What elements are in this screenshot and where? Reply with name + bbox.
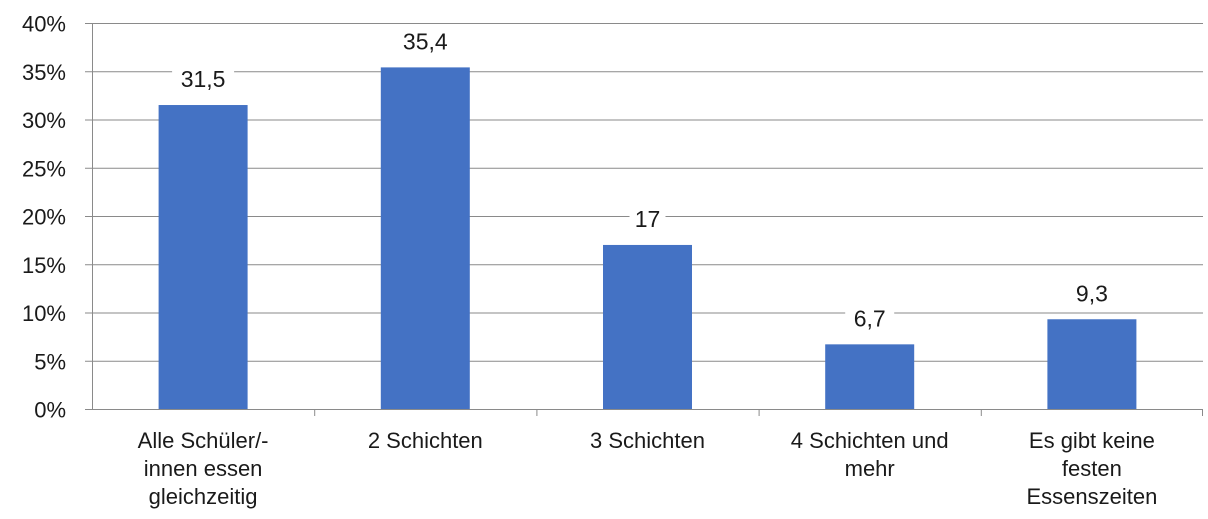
x-category-label-line: Essenszeiten	[1026, 484, 1157, 509]
y-tick-label: 35%	[22, 60, 66, 85]
axes	[85, 23, 1203, 416]
x-category-label-line: mehr	[845, 456, 895, 481]
y-tick-label: 40%	[22, 12, 66, 37]
data-labels: 31,5 35,4 17 6,7 9,3	[172, 27, 1117, 333]
x-category-label: 4 Schichten und mehr	[791, 428, 949, 481]
x-category-label: Es gibt keine festen Essenszeiten	[1026, 428, 1157, 509]
x-category-label: 2 Schichten	[368, 428, 483, 453]
x-category-label-line: 3 Schichten	[590, 428, 705, 453]
y-tick-label: 15%	[22, 253, 66, 278]
y-tick-label: 30%	[22, 108, 66, 133]
data-label-background	[629, 204, 666, 233]
bar	[603, 244, 692, 409]
y-tick-label: 0%	[34, 398, 66, 423]
x-category-label-line: Es gibt keine	[1029, 428, 1155, 453]
bar	[825, 344, 915, 409]
y-tick-label: 10%	[22, 301, 66, 326]
bar	[1047, 319, 1137, 409]
bar	[158, 105, 248, 410]
x-category-label: 3 Schichten	[590, 428, 705, 453]
data-label-background	[172, 65, 235, 94]
bar	[380, 67, 470, 409]
data-label: 6,7	[854, 305, 886, 331]
x-axis-category-labels: Alle Schüler/- innen essen gleichzeitig 2 S…	[138, 428, 1158, 509]
x-category-label-line: Alle Schüler/-	[138, 428, 269, 453]
bars	[158, 67, 1137, 410]
x-category-label-line: 2 Schichten	[368, 428, 483, 453]
data-label: 31,5	[181, 66, 226, 92]
data-label: 17	[635, 206, 661, 232]
x-category-label-line: festen	[1062, 456, 1122, 481]
y-tick-label: 20%	[22, 205, 66, 230]
data-label-background	[845, 304, 895, 333]
x-category-label: Alle Schüler/- innen essen gleichzeitig	[138, 428, 269, 509]
y-axis-tick-labels: 0% 5% 10% 15% 20% 25% 30% 35% 40%	[22, 12, 66, 423]
data-label-background	[1067, 279, 1117, 308]
y-tick-label: 5%	[34, 349, 66, 374]
x-category-label-line: 4 Schichten und	[791, 428, 949, 453]
x-category-label-line: gleichzeitig	[149, 484, 258, 509]
x-category-label-line: innen essen	[144, 456, 263, 481]
data-label: 9,3	[1076, 280, 1108, 306]
data-label-background	[394, 27, 457, 56]
y-tick-label: 25%	[22, 156, 66, 181]
data-label: 35,4	[403, 28, 448, 54]
